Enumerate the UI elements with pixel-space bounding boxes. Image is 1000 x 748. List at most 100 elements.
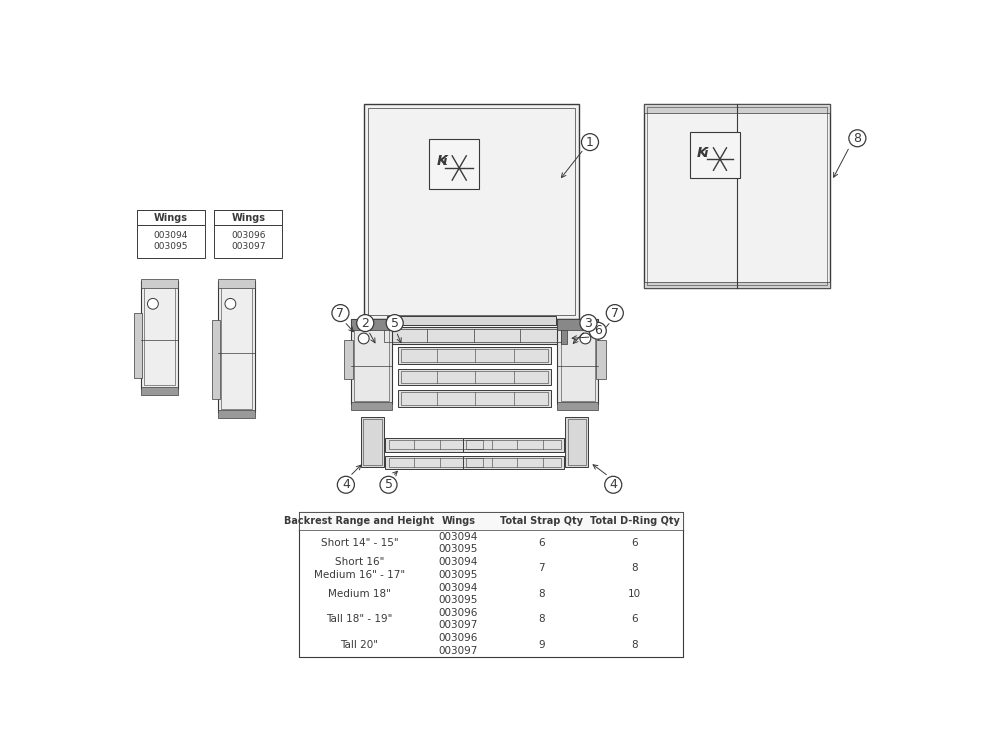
Bar	[401, 349, 548, 361]
Text: Wings: Wings	[231, 212, 265, 223]
Text: K: K	[697, 146, 708, 160]
Bar	[384, 329, 564, 342]
Bar	[351, 402, 392, 410]
Bar	[381, 327, 567, 344]
Text: 5: 5	[391, 316, 399, 330]
Bar	[644, 282, 830, 289]
Text: Medium 18": Medium 18"	[328, 589, 391, 598]
Bar	[557, 319, 598, 330]
Bar	[212, 320, 220, 399]
Text: 6: 6	[538, 538, 545, 548]
Bar	[463, 456, 564, 470]
Text: 003094: 003094	[154, 231, 188, 240]
Text: Total D-Ring Qty: Total D-Ring Qty	[590, 516, 680, 526]
Bar	[561, 327, 567, 344]
Bar	[299, 512, 683, 530]
Bar	[644, 104, 830, 113]
Bar	[596, 340, 606, 378]
Circle shape	[589, 322, 606, 340]
Bar	[354, 322, 388, 401]
Circle shape	[225, 298, 236, 309]
Text: 7: 7	[336, 307, 344, 319]
Bar	[385, 456, 486, 470]
Bar	[385, 438, 486, 452]
Bar	[368, 108, 574, 315]
Text: 5: 5	[384, 478, 392, 491]
Bar	[364, 104, 579, 319]
Text: 10: 10	[628, 589, 641, 598]
Text: 6: 6	[631, 538, 638, 548]
Bar	[361, 417, 384, 467]
Bar	[466, 440, 561, 450]
Bar	[398, 390, 551, 407]
Text: 6: 6	[631, 614, 638, 624]
Text: 8: 8	[631, 563, 638, 573]
Text: Wings: Wings	[154, 212, 188, 223]
Circle shape	[580, 315, 597, 331]
Text: 003094
003095: 003094 003095	[439, 557, 478, 580]
Text: Tall 20": Tall 20"	[340, 640, 378, 649]
Bar	[401, 393, 548, 405]
Text: Short 14" - 15": Short 14" - 15"	[321, 538, 398, 548]
Bar	[218, 279, 255, 289]
Text: 003095: 003095	[153, 242, 188, 251]
Text: 6: 6	[594, 325, 602, 337]
Bar	[218, 410, 255, 418]
Text: 9: 9	[538, 640, 545, 649]
Text: 7: 7	[611, 307, 619, 319]
Bar	[134, 313, 142, 378]
Text: Short 16"
Medium 16" - 17": Short 16" Medium 16" - 17"	[314, 557, 405, 580]
Bar	[144, 283, 175, 385]
Text: i: i	[704, 147, 708, 159]
Circle shape	[337, 476, 354, 493]
Bar	[140, 280, 178, 388]
Circle shape	[357, 315, 374, 331]
Circle shape	[606, 304, 623, 322]
Text: 003096
003097: 003096 003097	[439, 634, 478, 656]
Bar	[401, 371, 548, 383]
Text: 003094
003095: 003094 003095	[439, 532, 478, 554]
Bar	[214, 210, 282, 225]
Bar	[429, 139, 479, 189]
Circle shape	[386, 315, 403, 331]
Text: 4: 4	[609, 478, 617, 491]
Bar	[690, 132, 740, 179]
Circle shape	[147, 298, 158, 309]
Bar	[398, 369, 551, 385]
Circle shape	[332, 304, 349, 322]
Bar	[140, 387, 178, 395]
Circle shape	[380, 476, 397, 493]
Circle shape	[849, 130, 866, 147]
Text: 1: 1	[586, 135, 594, 149]
Text: 8: 8	[538, 589, 545, 598]
Text: 003097: 003097	[231, 242, 265, 251]
Text: 003096
003097: 003096 003097	[439, 608, 478, 631]
Bar	[561, 322, 595, 401]
Bar	[299, 512, 683, 657]
Bar	[647, 107, 827, 285]
Text: 8: 8	[631, 640, 638, 649]
Bar	[644, 104, 830, 289]
Bar	[565, 417, 588, 467]
Bar	[388, 440, 483, 450]
Bar	[351, 319, 392, 404]
Text: 003096: 003096	[231, 231, 265, 240]
Bar	[557, 402, 598, 410]
Bar	[463, 438, 564, 452]
Bar	[137, 210, 205, 257]
Bar	[221, 283, 252, 408]
Bar	[557, 319, 598, 404]
Text: 3: 3	[585, 316, 592, 330]
Circle shape	[580, 333, 591, 344]
Text: Wings: Wings	[441, 516, 475, 526]
Bar	[388, 458, 483, 467]
Bar	[466, 458, 561, 467]
Text: 8: 8	[853, 132, 861, 145]
Text: 2: 2	[361, 316, 369, 330]
Circle shape	[358, 333, 369, 344]
Text: Tall 18" - 19": Tall 18" - 19"	[326, 614, 393, 624]
Bar	[363, 420, 382, 465]
Bar	[351, 319, 392, 330]
Bar	[137, 210, 205, 225]
Bar	[387, 316, 556, 325]
